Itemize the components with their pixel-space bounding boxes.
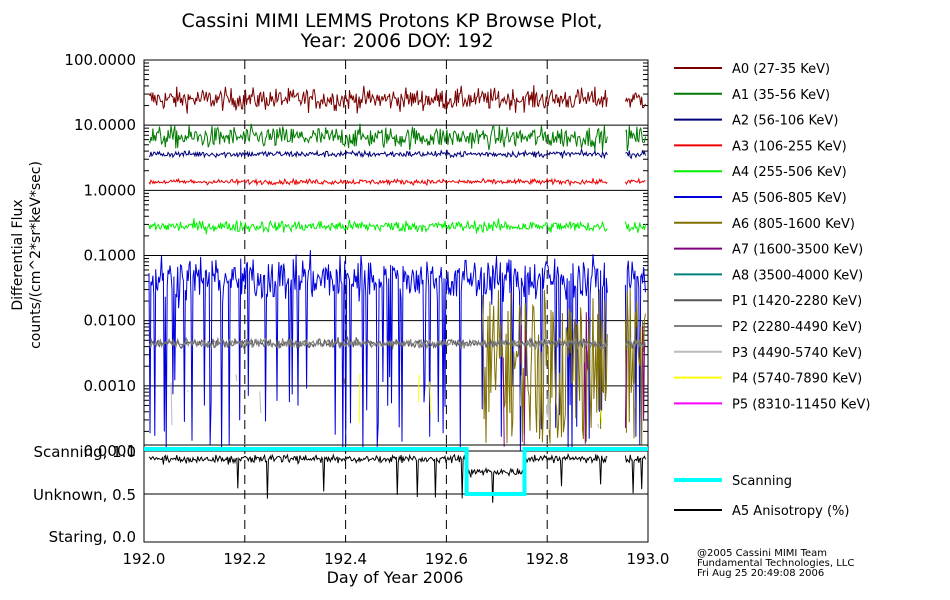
x-tick-label: 192.8 xyxy=(526,550,569,568)
lower-y-tick-label: Scanning, 1.0 xyxy=(33,443,136,461)
lower-legend-label: A5 Anisotropy (%) xyxy=(732,504,849,519)
legend-label: A1 (35-56 KeV) xyxy=(732,88,830,103)
series-line xyxy=(546,391,551,431)
series-line xyxy=(624,337,646,350)
lower-legend: Scanning A5 Anisotropy (%) xyxy=(674,474,849,519)
lower-legend-label: Scanning xyxy=(732,474,792,489)
y-tick-label: 10.0000 xyxy=(74,116,136,134)
x-tick-label: 192.0 xyxy=(123,550,166,568)
lower-y-tick-label: Unknown, 0.5 xyxy=(33,486,136,504)
series-line xyxy=(519,375,522,407)
y-tick-label: 0.0010 xyxy=(84,377,137,395)
legend-label: P3 (4490-5740 KeV) xyxy=(732,346,862,361)
series-line xyxy=(523,330,527,446)
x-tick-label: 192.2 xyxy=(223,550,266,568)
series-line xyxy=(170,382,173,426)
series-line xyxy=(148,177,608,187)
series-line xyxy=(148,250,608,451)
legend-label: P5 (8310-11450 KeV) xyxy=(732,397,870,412)
series-line xyxy=(186,390,189,392)
y-axis-label-line1: Differential Flux xyxy=(10,199,26,310)
legend-label: A6 (805-1600 KeV) xyxy=(732,217,855,232)
legend-label: A8 (3500-4000 KeV) xyxy=(732,268,863,283)
series-line xyxy=(235,374,238,382)
series-line xyxy=(259,391,262,414)
legend-label: A5 (506-805 KeV) xyxy=(732,191,847,206)
y-axis-label-line2: counts/(cm^2*sr*keV*sec) xyxy=(28,161,44,349)
series-line xyxy=(148,218,608,235)
y-tick-label: 0.0001 xyxy=(84,442,137,460)
lower-y-tick-label: Staring, 0.0 xyxy=(49,528,136,546)
anisotropy-line xyxy=(148,452,608,503)
series-line xyxy=(624,177,646,186)
x-axis-label: Day of Year 2006 xyxy=(327,568,464,587)
y-tick-label: 0.1000 xyxy=(84,247,137,265)
series-line xyxy=(624,349,627,428)
credit-line-3: Fri Aug 25 20:49:08 2006 xyxy=(697,568,824,579)
x-tick-label: 193.0 xyxy=(627,550,670,568)
y-tick-labels: 100.0000 10.0000 1.0000 0.1000 0.0100 0.0010 0… xyxy=(64,51,136,460)
y-tick-label: 100.0000 xyxy=(64,51,136,69)
series-line xyxy=(633,383,636,409)
series-line xyxy=(148,147,608,160)
legend-label: A2 (56-106 KeV) xyxy=(732,114,838,129)
series-line xyxy=(343,377,346,385)
series-line xyxy=(417,374,420,403)
series-line xyxy=(148,123,608,152)
x-tick-label: 192.6 xyxy=(425,550,468,568)
lower-y-tick-labels: Scanning, 1.0 Unknown, 0.5 Staring, 0.0 xyxy=(33,443,136,546)
chart-title: Cassini MIMI LEMMS Protons KP Browse Plo… xyxy=(181,10,602,32)
series-line xyxy=(358,373,361,424)
series-line xyxy=(429,381,432,414)
series-line xyxy=(597,423,600,428)
y-tick-label: 1.0000 xyxy=(84,181,137,199)
series-line xyxy=(148,336,608,351)
series-line xyxy=(502,357,505,447)
series-line xyxy=(624,260,646,446)
series-line xyxy=(600,409,603,423)
series-line xyxy=(148,85,608,114)
x-tick-labels: 192.0 192.2 192.4 192.6 192.8 193.0 xyxy=(123,550,670,568)
series-line xyxy=(625,125,646,152)
upper-panel-series xyxy=(148,85,646,451)
chart-subtitle: Year: 2006 DOY: 192 xyxy=(299,30,493,52)
legend-label: A4 (255-506 KeV) xyxy=(732,165,847,180)
legend-label: A0 (27-35 KeV) xyxy=(732,62,830,77)
anisotropy-line xyxy=(624,454,646,494)
credit-line-1: @2005 Cassini MIMI Team xyxy=(697,548,827,559)
series-line xyxy=(624,289,646,445)
series-line xyxy=(624,92,646,109)
series-line xyxy=(624,221,646,233)
legend-label: P2 (2280-4490 KeV) xyxy=(732,320,862,335)
legend-label: A7 (1600-3500 KeV) xyxy=(732,243,863,258)
legend-label: A3 (106-255 KeV) xyxy=(732,139,847,154)
legend-label: P1 (1420-2280 KeV) xyxy=(732,294,862,309)
series-line xyxy=(625,150,646,160)
scanning-line xyxy=(144,447,648,496)
series-line xyxy=(642,326,645,421)
lower-panel-grid xyxy=(143,444,649,543)
lower-panel-series xyxy=(144,447,648,503)
legend-label: P4 (5740-7890 KeV) xyxy=(732,372,862,387)
x-tick-label: 192.4 xyxy=(324,550,367,568)
y-tick-label: 0.0100 xyxy=(84,312,137,330)
series-line xyxy=(583,312,588,444)
legend: A0 (27-35 KeV) A1 (35-56 KeV) A2 (56-106 K… xyxy=(674,62,870,412)
credit-line-2: Fundamental Technologies, LLC xyxy=(697,558,854,569)
